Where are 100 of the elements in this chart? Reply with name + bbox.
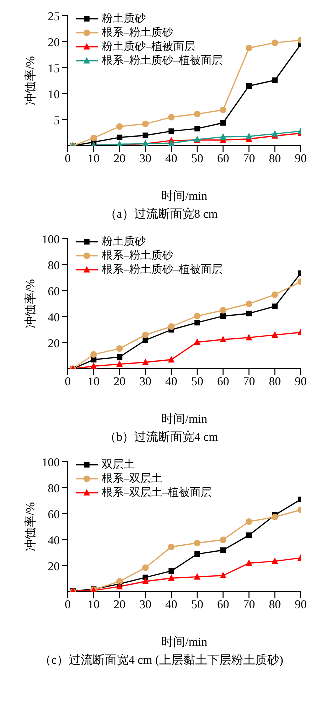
x-tick-label: 40 (166, 152, 178, 166)
point (142, 120, 149, 128)
point (116, 583, 124, 590)
x-tick-label: 60 (217, 598, 230, 612)
point (142, 578, 149, 584)
x-tick-label: 80 (269, 374, 282, 389)
point (90, 362, 98, 369)
x-tick-label: 80 (269, 598, 282, 612)
y-tick-label: 80 (48, 258, 60, 272)
x-tick-label: 30 (140, 374, 152, 389)
point (142, 358, 149, 366)
point (90, 134, 98, 142)
point (246, 334, 253, 341)
text: （b）过流断面宽4 cm (104, 429, 220, 446)
point (194, 552, 200, 558)
x-tick-label: 90 (295, 598, 307, 612)
point (220, 106, 227, 114)
text: （c）过流断面宽4 cm (上层黏土下层粉土质砂) (38, 652, 284, 669)
point (194, 126, 200, 132)
x-axis-title: 时间/min (161, 189, 208, 203)
point (220, 336, 227, 343)
point (246, 532, 252, 538)
point (246, 310, 252, 317)
point (246, 83, 252, 89)
x-tick-label: 0 (65, 374, 71, 389)
x-tick-label: 30 (140, 152, 152, 166)
x-tick-label: 50 (191, 152, 204, 166)
point (116, 360, 124, 368)
point (272, 558, 278, 564)
legend-label: 粉土质砂 (102, 235, 146, 249)
x-tick-label: 30 (140, 598, 152, 612)
point (194, 110, 201, 118)
x-tick-label: 70 (243, 152, 256, 166)
point (246, 300, 253, 308)
legend-label: 根系–双层土 (102, 472, 162, 486)
x-tick-label: 0 (65, 598, 71, 612)
point (168, 544, 175, 550)
y-axis-title: 冲蚀率/% (23, 502, 38, 552)
point (220, 307, 227, 314)
point (246, 44, 253, 52)
point (194, 320, 200, 326)
point (142, 332, 149, 338)
y-tick-label: 20 (48, 559, 60, 574)
point (220, 120, 226, 126)
x-tick-label: 70 (243, 374, 256, 389)
point (272, 514, 278, 521)
x-tick-label: 50 (191, 374, 204, 389)
y-tick-label: 60 (48, 507, 60, 522)
point (168, 356, 175, 363)
legend-label: 根系–粉土质砂–植被面层 (102, 263, 223, 277)
legend-label: 粉土质砂–植被面层 (102, 40, 196, 54)
point (116, 578, 124, 585)
y-axis-title: 冲蚀率/% (23, 279, 38, 329)
y-tick-label: 60 (48, 284, 60, 298)
point (272, 331, 278, 338)
point (194, 540, 201, 547)
y-tick-label: 100 (42, 455, 60, 470)
point (272, 40, 278, 46)
point (168, 574, 175, 582)
y-tick-label: 80 (48, 481, 60, 496)
point (116, 123, 124, 130)
point (194, 313, 201, 320)
y-tick-label: 15 (48, 61, 60, 76)
x-tick-label: 60 (217, 374, 230, 389)
point (168, 568, 174, 574)
point (168, 128, 174, 134)
y-tick-label: 40 (48, 310, 60, 324)
point (168, 323, 175, 330)
x-tick-label: 50 (191, 598, 204, 612)
legend-label: 粉土质砂 (102, 12, 146, 26)
legend-label: 根系–粉土质砂–植被面层 (102, 54, 223, 68)
legend-label: 双层土 (102, 458, 135, 472)
legend-label: 根系–双层土–植被面层 (102, 486, 212, 500)
y-axis-title: 冲蚀率/% (23, 56, 38, 106)
point (194, 338, 201, 346)
x-tick-label: 20 (114, 598, 126, 612)
x-tick-label: 10 (88, 598, 100, 612)
x-tick-label: 80 (269, 152, 282, 166)
legend-label: 根系–粉土质砂 (102, 26, 174, 40)
point (246, 518, 253, 526)
point (142, 132, 148, 138)
point (272, 304, 278, 310)
y-tick-label: 5 (54, 113, 60, 128)
point (220, 314, 226, 320)
y-tick-label: 25 (48, 9, 60, 24)
x-tick-label: 10 (88, 374, 100, 389)
y-tick-label: 100 (42, 232, 60, 246)
x-tick-label: 60 (217, 152, 230, 166)
x-tick-label: 40 (166, 598, 178, 612)
x-tick-label: 90 (295, 152, 307, 166)
text: （a）过流断面宽8 cm (104, 206, 219, 223)
point (220, 548, 226, 554)
point (272, 292, 278, 298)
y-tick-label: 10 (48, 87, 60, 102)
x-tick-label: 20 (114, 152, 126, 166)
point (220, 536, 227, 544)
y-tick-label: 20 (48, 336, 60, 350)
x-tick-label: 10 (88, 152, 100, 166)
point (90, 351, 98, 358)
x-tick-label: 20 (114, 374, 126, 389)
